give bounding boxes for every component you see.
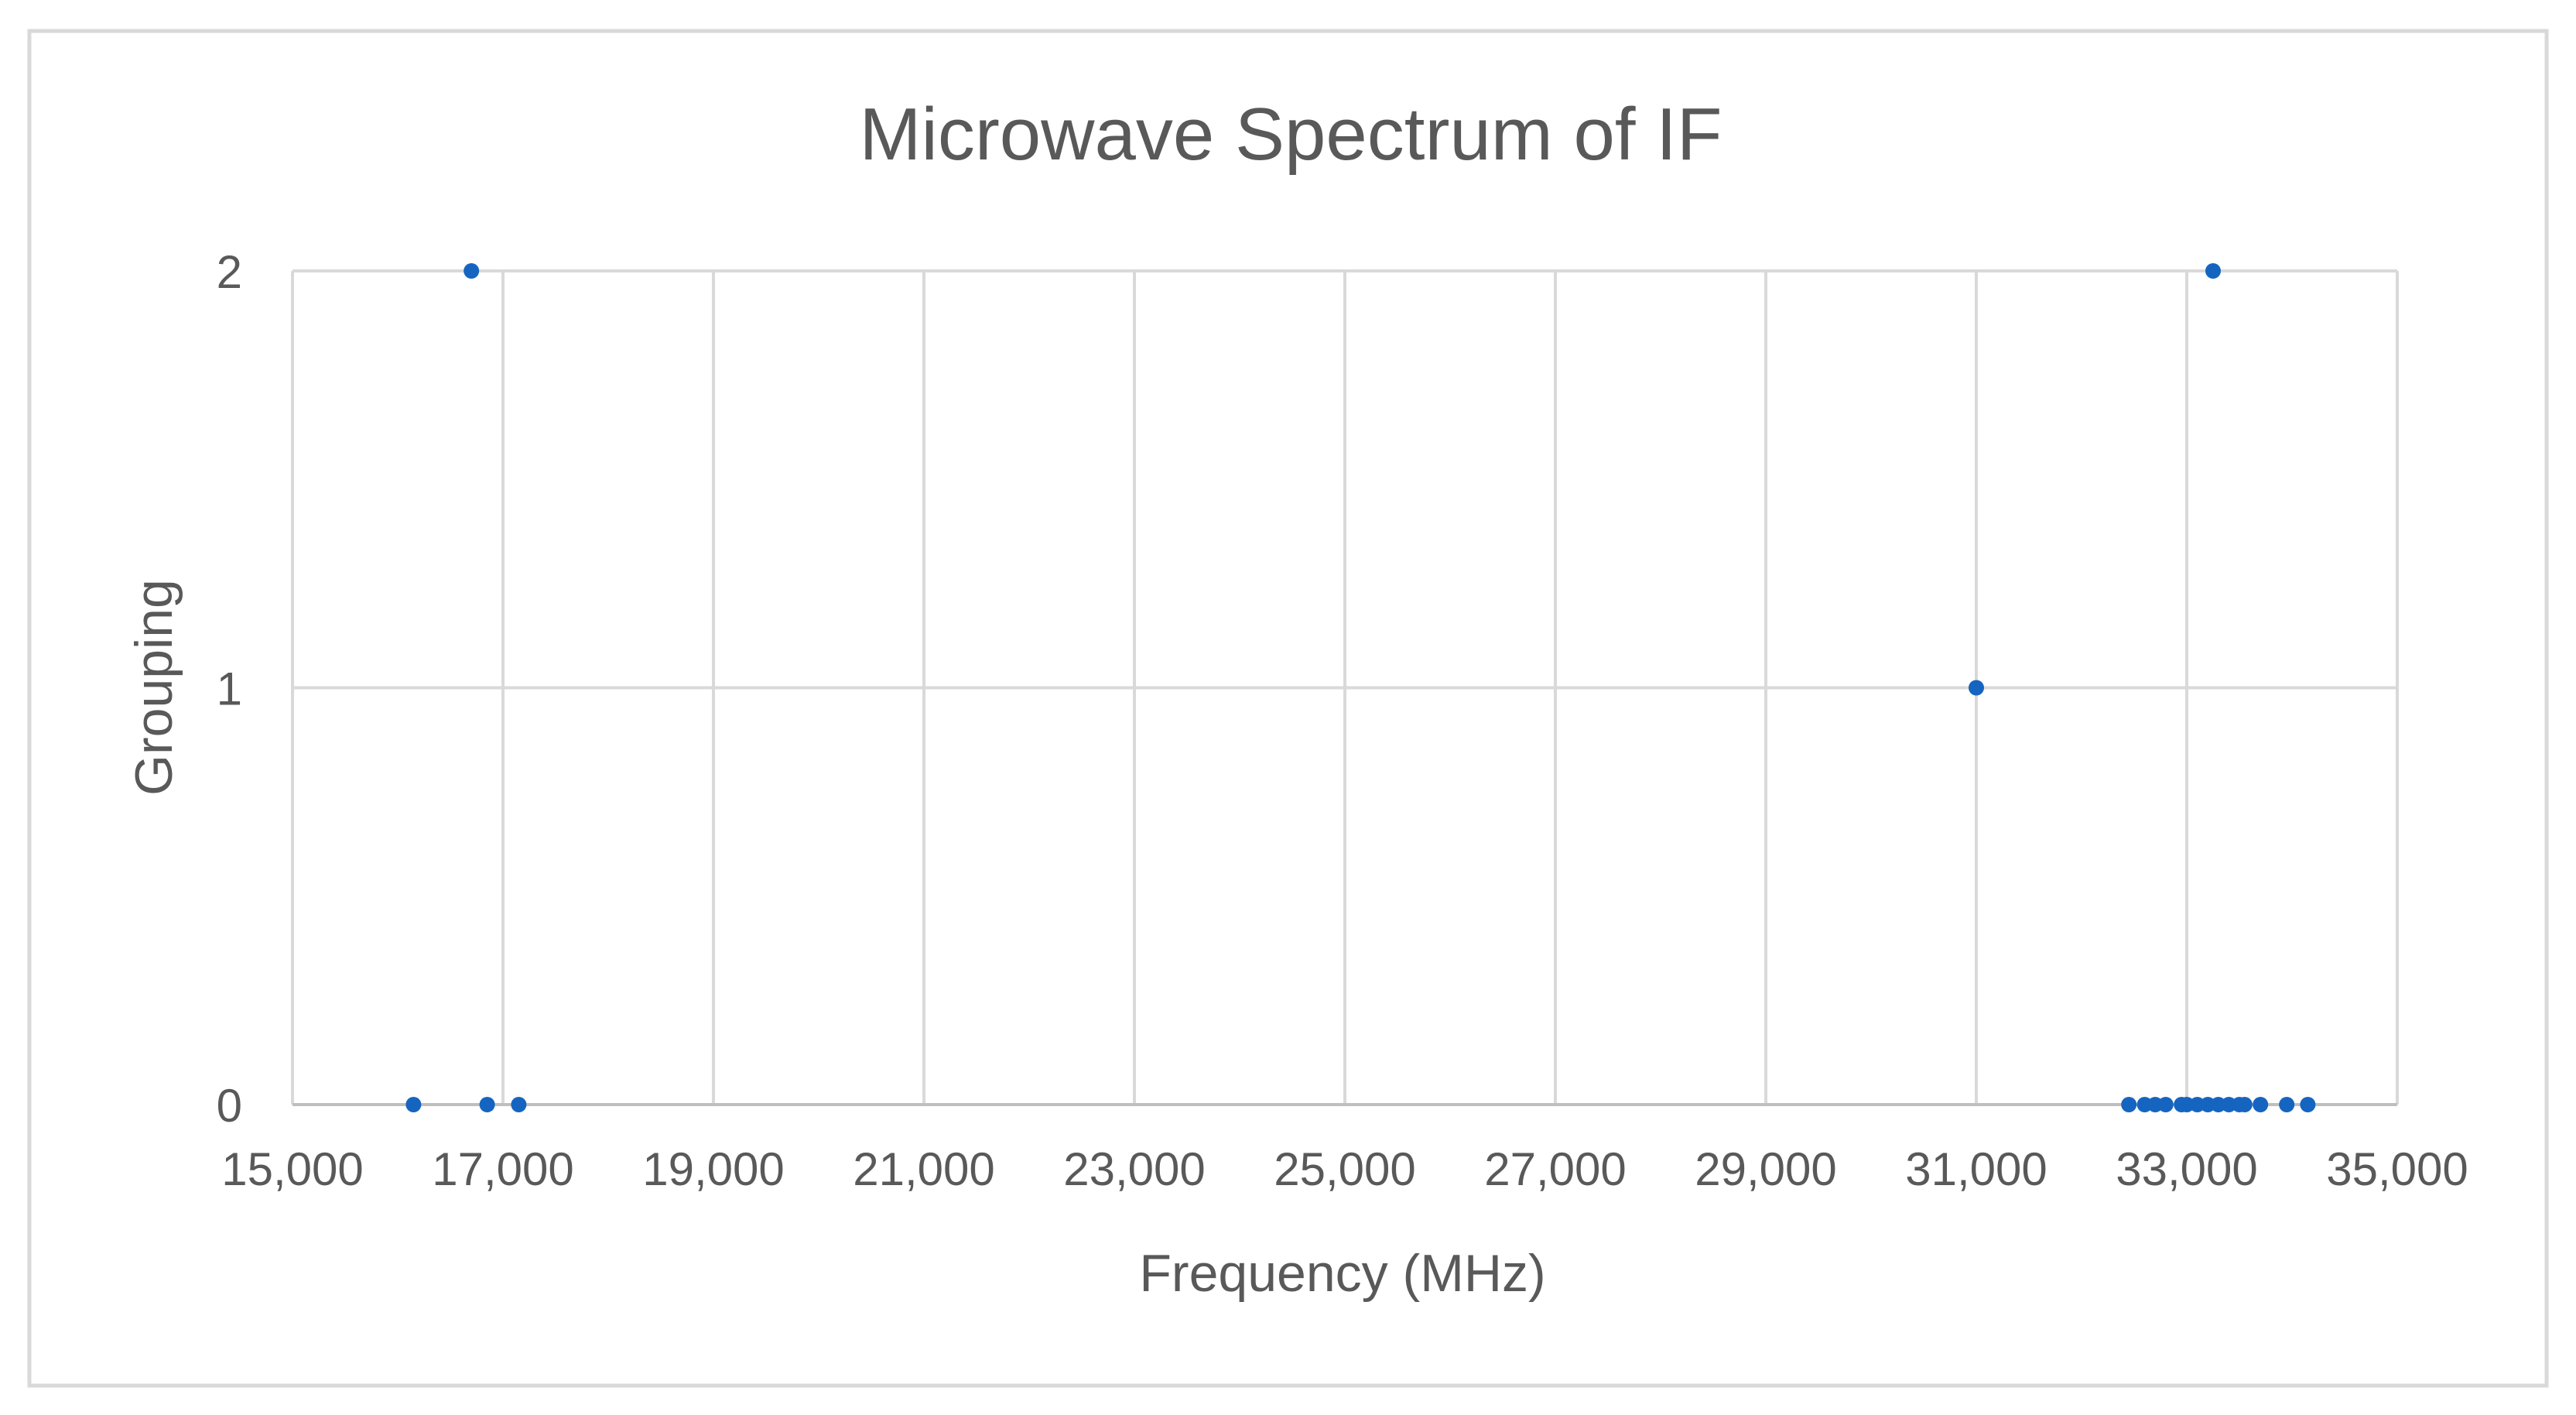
data-point — [2300, 1097, 2316, 1112]
data-points — [405, 263, 2316, 1112]
data-point — [405, 1097, 422, 1112]
x-tick-label: 35,000 — [2326, 1143, 2468, 1195]
data-point — [2205, 263, 2221, 279]
data-point — [1969, 680, 1984, 696]
data-point — [2253, 1097, 2269, 1112]
x-tick-label: 31,000 — [1905, 1143, 2047, 1195]
x-tick-label: 17,000 — [432, 1143, 574, 1195]
x-tick-label: 15,000 — [221, 1143, 364, 1195]
x-tick-label: 29,000 — [1695, 1143, 1837, 1195]
data-point — [2236, 1097, 2253, 1112]
x-tick-label: 33,000 — [2116, 1143, 2258, 1195]
y-tick-label: 2 — [217, 246, 242, 298]
chart-border — [27, 29, 2549, 1388]
chart-title: Microwave Spectrum of IF — [860, 93, 1722, 176]
data-point — [2279, 1097, 2295, 1112]
y-axis-label: Grouping — [125, 579, 183, 796]
data-point — [511, 1097, 527, 1112]
data-point — [2157, 1097, 2174, 1112]
axes: 15,000 17,000 19,000 21,000 23,000 25,000 27,0… — [217, 246, 2468, 1195]
data-point — [479, 1097, 495, 1112]
x-tick-label: 23,000 — [1063, 1143, 1206, 1195]
y-tick-label: 1 — [217, 663, 242, 715]
x-axis-label: Frequency (MHz) — [1139, 1244, 1545, 1303]
y-tick-label: 0 — [217, 1080, 242, 1132]
x-tick-label: 27,000 — [1484, 1143, 1627, 1195]
gridlines — [291, 269, 2399, 1106]
x-tick-label: 21,000 — [853, 1143, 995, 1195]
x-tick-label: 19,000 — [642, 1143, 785, 1195]
x-tick-label: 25,000 — [1274, 1143, 1416, 1195]
data-point — [464, 263, 480, 279]
data-point — [2121, 1097, 2137, 1112]
